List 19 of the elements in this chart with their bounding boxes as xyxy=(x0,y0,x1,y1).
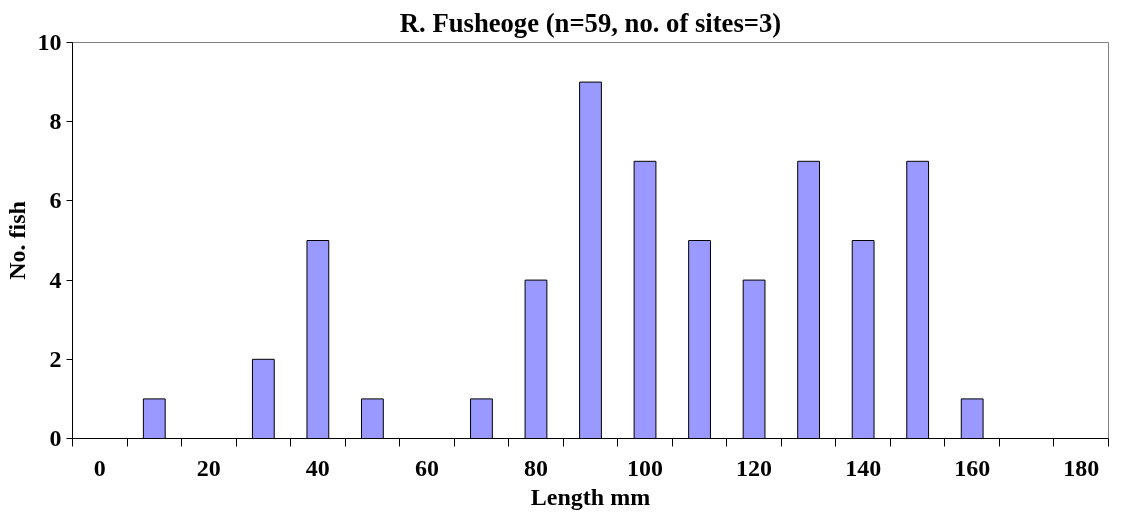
y-tick-label: 8 xyxy=(49,108,62,135)
chart-title: R. Fusheoge (n=59, no. of sites=3) xyxy=(399,7,782,38)
x-tick-label: 40 xyxy=(305,454,330,481)
y-tick-label: 0 xyxy=(49,425,62,451)
x-tick-label: 180 xyxy=(1063,454,1100,481)
x-tick-label: 160 xyxy=(954,454,991,481)
x-tick-label: 120 xyxy=(736,454,773,481)
x-tick-label: 140 xyxy=(845,454,882,481)
y-tick-label: 10 xyxy=(37,29,62,55)
y-tick-label: 2 xyxy=(49,345,62,372)
x-tick-label: 80 xyxy=(523,454,548,481)
x-axis-title: Length mm xyxy=(530,483,651,510)
x-tick-label: 100 xyxy=(627,454,664,481)
x-tick-label: 0 xyxy=(93,454,106,481)
y-tick-label: 4 xyxy=(49,266,62,293)
x-tick-label: 60 xyxy=(414,454,439,481)
x-tick-label: 20 xyxy=(196,454,221,481)
y-tick-label: 6 xyxy=(49,187,62,214)
y-axis-title: No. fish xyxy=(3,201,30,280)
